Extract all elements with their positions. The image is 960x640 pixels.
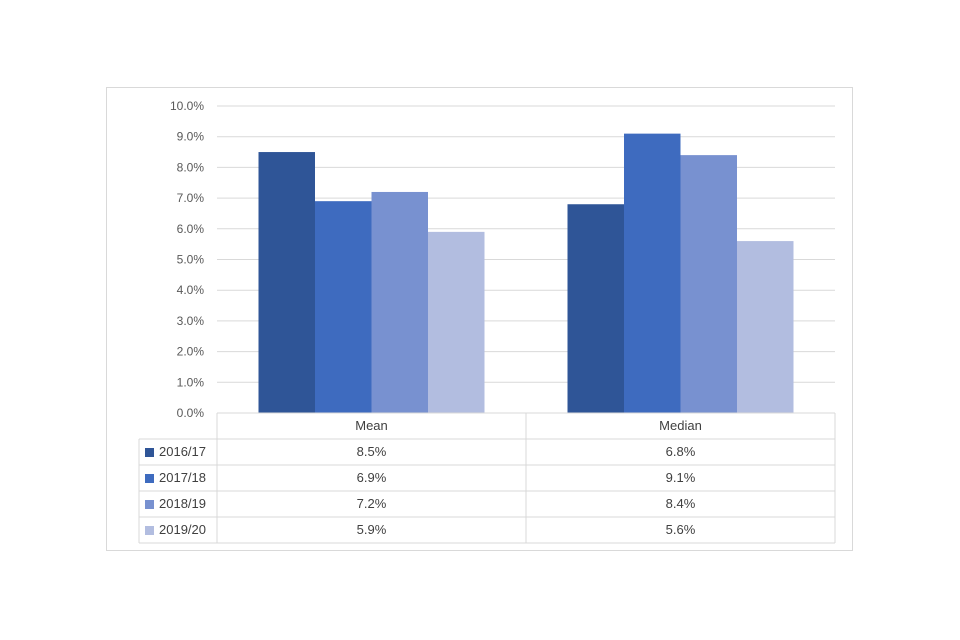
bar-2019-20-median bbox=[737, 241, 794, 413]
bar-chart-with-data-table: 0.0% 1.0% 2.0% 3.0% 4.0% 5.0% 6.0% 7.0% 8.0% 9.0%… bbox=[138, 99, 836, 544]
data-label: 5.6% bbox=[666, 522, 696, 537]
chart-frame: 0.0% 1.0% 2.0% 3.0% 4.0% 5.0% 6.0% 7.0% 8.0% 9.0%… bbox=[106, 87, 853, 551]
legend-swatch bbox=[145, 448, 154, 457]
x-category-label: Mean bbox=[355, 418, 388, 433]
data-label: 7.2% bbox=[357, 496, 387, 511]
y-tick-label: 5.0% bbox=[177, 253, 205, 267]
data-label: 8.5% bbox=[357, 444, 387, 459]
data-label: 5.9% bbox=[357, 522, 387, 537]
legend-series-label: 2018/19 bbox=[159, 496, 206, 511]
legend-series-label: 2017/18 bbox=[159, 470, 206, 485]
y-tick-label: 6.0% bbox=[177, 222, 205, 236]
y-tick-label: 7.0% bbox=[177, 191, 205, 205]
bar-2019-20-mean bbox=[428, 231, 485, 413]
legend-series-label: 2019/20 bbox=[159, 522, 206, 537]
bar-2018-19-median bbox=[680, 155, 737, 413]
y-tick-label: 3.0% bbox=[177, 314, 205, 328]
y-tick-label: 8.0% bbox=[177, 160, 205, 174]
data-label: 9.1% bbox=[666, 470, 696, 485]
bar-2016-17-mean bbox=[258, 152, 315, 414]
y-tick-label: 9.0% bbox=[177, 130, 205, 144]
legend-swatch bbox=[145, 474, 154, 483]
bar-2017-18-median bbox=[624, 133, 681, 413]
bar-2016-17-median bbox=[567, 204, 624, 413]
x-category-label: Median bbox=[659, 418, 702, 433]
y-tick-label: 10.0% bbox=[170, 99, 204, 113]
y-tick-label: 4.0% bbox=[177, 283, 205, 297]
bar-2018-19-mean bbox=[371, 191, 428, 413]
y-tick-label: 0.0% bbox=[177, 406, 205, 420]
y-tick-label: 1.0% bbox=[177, 375, 205, 389]
data-label: 8.4% bbox=[666, 496, 696, 511]
bar-2017-18-mean bbox=[315, 201, 372, 413]
legend-swatch bbox=[145, 500, 154, 509]
legend-series-label: 2016/17 bbox=[159, 444, 206, 459]
y-tick-label: 2.0% bbox=[177, 345, 205, 359]
data-label: 6.9% bbox=[357, 470, 387, 485]
data-label: 6.8% bbox=[666, 444, 696, 459]
legend-swatch bbox=[145, 526, 154, 535]
